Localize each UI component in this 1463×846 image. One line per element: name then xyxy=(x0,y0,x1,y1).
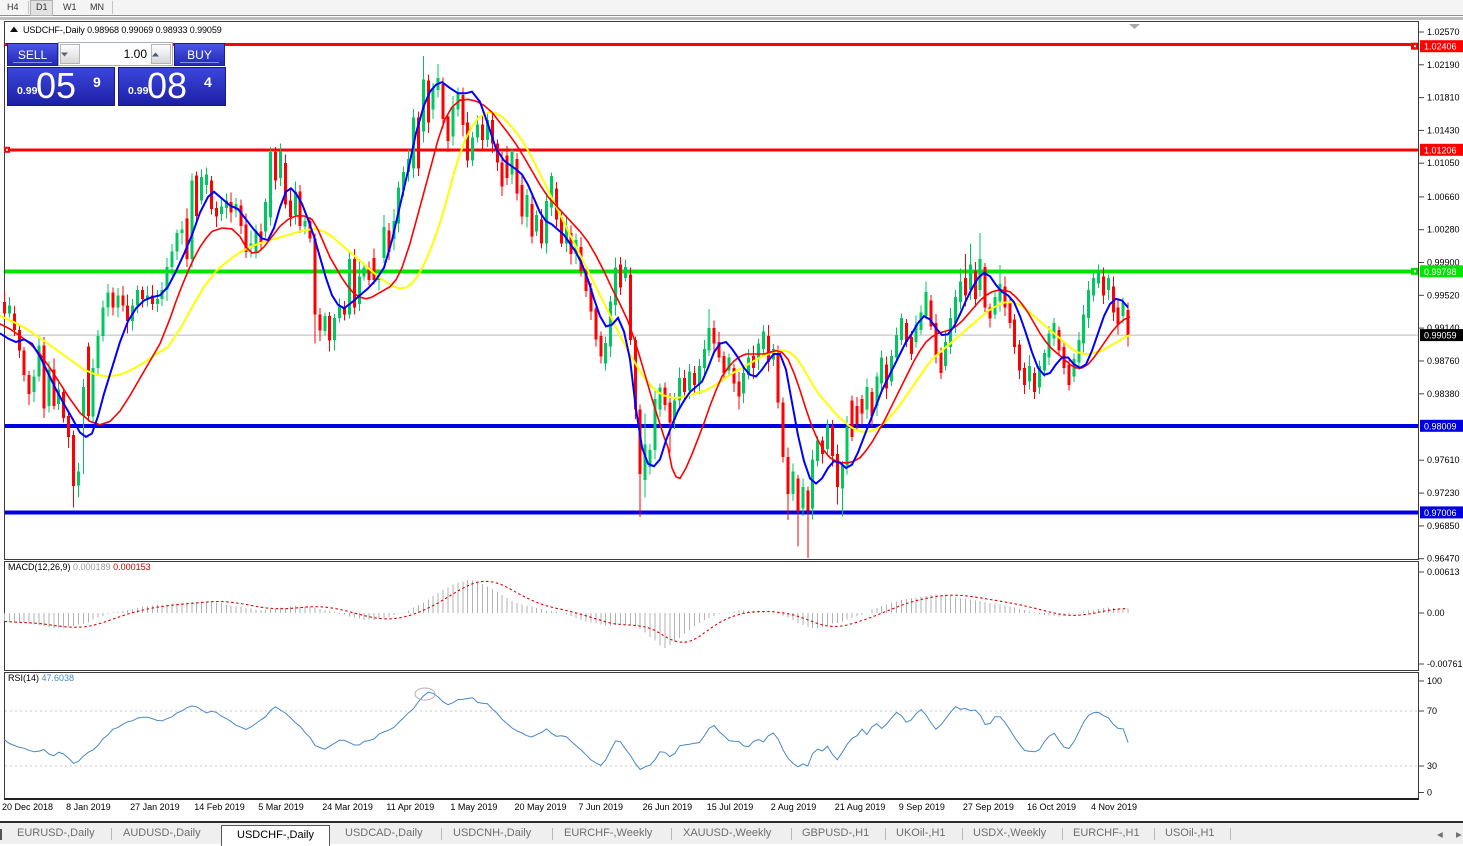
svg-text:-0.007612: -0.007612 xyxy=(1427,659,1463,669)
svg-text:0.96850: 0.96850 xyxy=(1427,521,1460,531)
svg-text:0: 0 xyxy=(1427,788,1432,798)
svg-text:0.97230: 0.97230 xyxy=(1427,488,1460,498)
svg-text:0.98009: 0.98009 xyxy=(1424,421,1457,431)
svg-text:0.00: 0.00 xyxy=(1427,608,1445,618)
svg-text:7 Jun 2019: 7 Jun 2019 xyxy=(579,802,624,812)
svg-text:16 Oct 2019: 16 Oct 2019 xyxy=(1027,802,1076,812)
svg-text:24 Mar 2019: 24 Mar 2019 xyxy=(322,802,373,812)
svg-text:9 Sep 2019: 9 Sep 2019 xyxy=(899,802,945,812)
svg-text:0.98380: 0.98380 xyxy=(1427,389,1460,399)
svg-text:RSI(14) 47.6038: RSI(14) 47.6038 xyxy=(8,673,74,683)
svg-text:0.99520: 0.99520 xyxy=(1427,290,1460,300)
svg-text:0.97006: 0.97006 xyxy=(1424,508,1457,518)
svg-text:1.01430: 1.01430 xyxy=(1427,125,1460,135)
svg-text:0.00613: 0.00613 xyxy=(1427,567,1460,577)
svg-text:14 Feb 2019: 14 Feb 2019 xyxy=(194,802,245,812)
svg-text:1.00280: 1.00280 xyxy=(1427,225,1460,235)
svg-text:1.01206: 1.01206 xyxy=(1424,145,1457,155)
svg-text:1.01050: 1.01050 xyxy=(1427,158,1460,168)
svg-text:0.96470: 0.96470 xyxy=(1427,554,1460,564)
svg-text:27 Sep 2019: 27 Sep 2019 xyxy=(963,802,1014,812)
svg-text:5 Mar 2019: 5 Mar 2019 xyxy=(258,802,304,812)
svg-text:26 Jun 2019: 26 Jun 2019 xyxy=(643,802,693,812)
svg-text:1.00660: 1.00660 xyxy=(1427,192,1460,202)
svg-text:1 May 2019: 1 May 2019 xyxy=(450,802,497,812)
svg-text:20 Dec 2018: 20 Dec 2018 xyxy=(2,802,53,812)
svg-text:20 May 2019: 20 May 2019 xyxy=(515,802,567,812)
svg-text:15 Jul 2019: 15 Jul 2019 xyxy=(707,802,754,812)
svg-text:8 Jan 2019: 8 Jan 2019 xyxy=(66,802,111,812)
svg-text:27 Jan 2019: 27 Jan 2019 xyxy=(130,802,180,812)
svg-text:30: 30 xyxy=(1427,761,1437,771)
svg-text:21 Aug 2019: 21 Aug 2019 xyxy=(835,802,886,812)
svg-text:0.97610: 0.97610 xyxy=(1427,455,1460,465)
svg-text:100: 100 xyxy=(1427,676,1442,686)
svg-text:1.02570: 1.02570 xyxy=(1427,27,1460,37)
svg-text:USDCHF-,Daily 0.98968 0.99069: USDCHF-,Daily 0.98968 0.99069 0.98933 0.… xyxy=(23,25,222,35)
svg-text:1.02190: 1.02190 xyxy=(1427,60,1460,70)
svg-text:11 Apr 2019: 11 Apr 2019 xyxy=(386,802,434,812)
svg-text:0.99140: 0.99140 xyxy=(1427,323,1460,333)
svg-text:2 Aug 2019: 2 Aug 2019 xyxy=(771,802,817,812)
svg-text:0.99900: 0.99900 xyxy=(1427,258,1460,268)
svg-text:1.02406: 1.02406 xyxy=(1424,42,1457,52)
svg-text:1.01810: 1.01810 xyxy=(1427,93,1460,103)
svg-text:70: 70 xyxy=(1427,706,1437,716)
svg-text:4 Nov 2019: 4 Nov 2019 xyxy=(1091,802,1137,812)
svg-text:MACD(12,26,9) 0.000189 0.00015: MACD(12,26,9) 0.000189 0.000153 xyxy=(8,562,151,572)
svg-text:0.98760: 0.98760 xyxy=(1427,356,1460,366)
svg-text:0.99059: 0.99059 xyxy=(1424,331,1457,341)
svg-text:0.99798: 0.99798 xyxy=(1424,267,1457,277)
